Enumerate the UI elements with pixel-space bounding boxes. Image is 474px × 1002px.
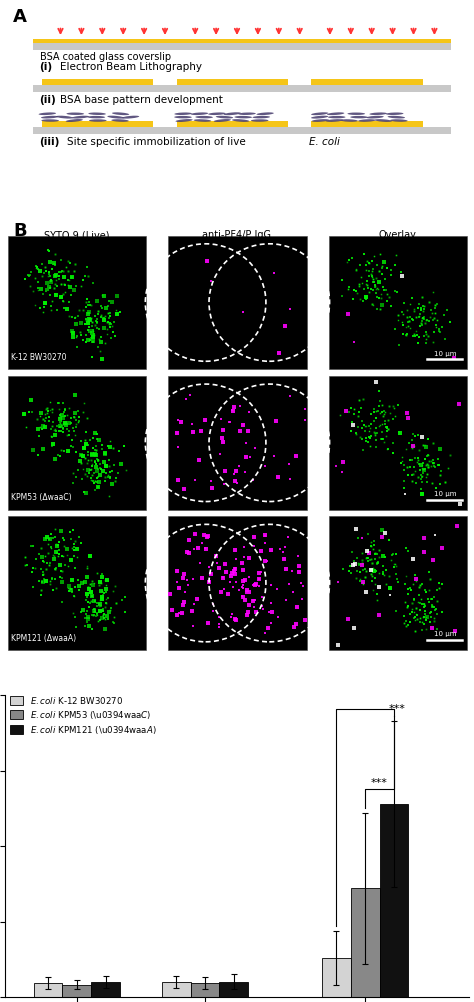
Bar	[311, 122, 423, 128]
Ellipse shape	[193, 120, 211, 122]
Bar	[177, 80, 288, 85]
Ellipse shape	[326, 120, 343, 123]
Bar	[328, 377, 467, 510]
Text: B: B	[13, 222, 27, 240]
Ellipse shape	[175, 120, 193, 123]
Bar	[42, 122, 154, 128]
Bar	[33, 85, 451, 92]
Text: 10 μm: 10 μm	[434, 630, 456, 636]
Ellipse shape	[235, 117, 252, 119]
Ellipse shape	[374, 120, 392, 123]
Bar	[8, 377, 146, 510]
Ellipse shape	[56, 116, 73, 119]
Ellipse shape	[88, 113, 106, 116]
Text: A: A	[13, 8, 27, 26]
Text: (iii): (iii)	[39, 137, 60, 147]
Ellipse shape	[208, 113, 226, 116]
Bar	[191, 983, 219, 997]
Bar	[380, 805, 409, 997]
Ellipse shape	[88, 117, 105, 119]
Ellipse shape	[388, 116, 405, 119]
Ellipse shape	[112, 113, 129, 116]
Ellipse shape	[238, 113, 256, 116]
Ellipse shape	[256, 113, 274, 116]
Text: 10 μm: 10 μm	[434, 351, 456, 357]
Ellipse shape	[111, 120, 129, 122]
Ellipse shape	[311, 113, 328, 116]
Text: BSA base pattern development: BSA base pattern development	[61, 95, 223, 105]
Bar	[351, 889, 380, 997]
Ellipse shape	[191, 113, 208, 116]
Ellipse shape	[72, 116, 89, 119]
Text: Site specific immobilization of live: Site specific immobilization of live	[67, 137, 246, 147]
Text: 10 μm: 10 μm	[434, 491, 456, 496]
Ellipse shape	[174, 113, 192, 116]
Bar	[168, 517, 307, 650]
Text: KPM53 (ΔwaaC): KPM53 (ΔwaaC)	[11, 493, 72, 502]
Ellipse shape	[232, 120, 249, 123]
Bar	[63, 985, 91, 997]
Ellipse shape	[214, 120, 231, 123]
Text: (ii): (ii)	[39, 95, 56, 105]
Bar	[168, 236, 307, 370]
Bar	[33, 44, 451, 51]
Ellipse shape	[89, 120, 107, 122]
Text: KPM121 (ΔwaaA): KPM121 (ΔwaaA)	[11, 633, 76, 642]
Ellipse shape	[327, 113, 344, 116]
Text: anti-PF4/P IgG: anti-PF4/P IgG	[202, 229, 272, 239]
Bar	[177, 122, 288, 128]
Ellipse shape	[312, 120, 329, 123]
Text: E. coli: E. coli	[309, 137, 340, 147]
Ellipse shape	[195, 117, 213, 119]
Bar	[168, 377, 307, 510]
Bar	[328, 236, 467, 370]
Ellipse shape	[340, 120, 358, 122]
Bar	[42, 80, 154, 85]
Ellipse shape	[38, 113, 56, 116]
Legend: $\it{E. coli}$ K-12 BW30270, $\it{E. coli}$ KPM53 (\u0394waa$\it{C}$), $\it{E. c: $\it{E. coli}$ K-12 BW30270, $\it{E. col…	[9, 694, 157, 736]
Ellipse shape	[107, 116, 125, 119]
Text: BSA coated glass coverslip: BSA coated glass coverslip	[39, 52, 171, 62]
Ellipse shape	[358, 120, 376, 122]
Text: Electron Beam Lithography: Electron Beam Lithography	[61, 61, 202, 71]
Ellipse shape	[253, 117, 270, 119]
Bar	[311, 80, 423, 85]
Bar	[322, 958, 351, 997]
Ellipse shape	[66, 120, 83, 123]
Ellipse shape	[41, 116, 58, 119]
Bar	[162, 982, 191, 997]
Text: Overlay: Overlay	[378, 229, 416, 239]
Ellipse shape	[390, 120, 408, 122]
Ellipse shape	[66, 113, 84, 116]
Ellipse shape	[366, 116, 384, 119]
Ellipse shape	[328, 117, 346, 119]
Ellipse shape	[311, 116, 328, 119]
Ellipse shape	[216, 116, 233, 119]
Ellipse shape	[174, 117, 192, 119]
Text: (i): (i)	[39, 61, 53, 71]
Ellipse shape	[251, 120, 268, 122]
Ellipse shape	[41, 120, 59, 122]
Ellipse shape	[386, 113, 403, 116]
Ellipse shape	[347, 113, 365, 116]
Text: SYTO 9 (Live): SYTO 9 (Live)	[44, 229, 109, 239]
Text: ***: ***	[371, 778, 388, 788]
Ellipse shape	[350, 117, 368, 119]
Bar	[219, 982, 248, 997]
Ellipse shape	[122, 116, 139, 119]
Text: ***: ***	[389, 703, 406, 713]
Bar	[8, 236, 146, 370]
Text: K-12 BW30270: K-12 BW30270	[11, 353, 67, 362]
Bar	[34, 983, 63, 997]
Ellipse shape	[224, 113, 241, 116]
Bar	[91, 982, 120, 997]
Bar	[33, 40, 451, 44]
Bar	[328, 517, 467, 650]
Bar	[33, 128, 451, 135]
Ellipse shape	[369, 113, 387, 116]
Bar	[8, 517, 146, 650]
